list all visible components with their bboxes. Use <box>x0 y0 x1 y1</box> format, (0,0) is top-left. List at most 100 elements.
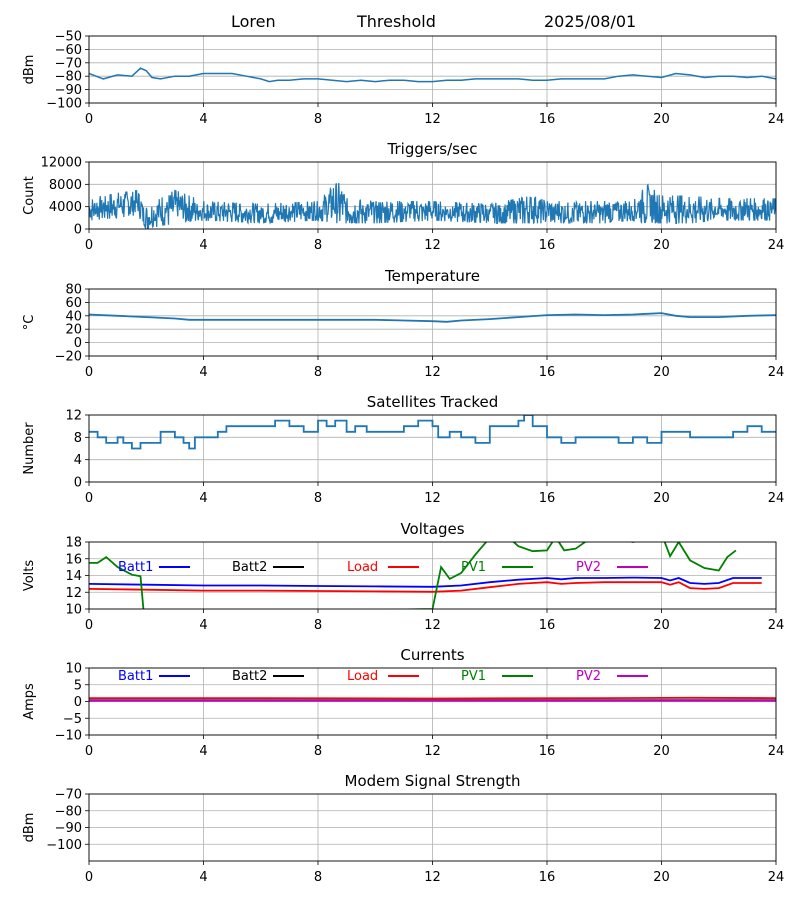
x-tick-label: 4 <box>199 744 207 759</box>
x-tick-label: 16 <box>539 365 556 380</box>
y-axis-label: Amps <box>22 683 37 720</box>
chart-title: Voltages <box>400 520 464 538</box>
y-tick-label: 10 <box>65 662 82 677</box>
x-tick-label: 12 <box>424 618 441 633</box>
y-tick-label: 10 <box>65 603 82 618</box>
y-tick-label: 8 <box>74 431 82 446</box>
y-tick-label: −60 <box>55 43 82 58</box>
y-axis-label: dBm <box>22 55 37 85</box>
y-axis-label: °C <box>22 315 37 331</box>
x-tick-label: 12 <box>424 112 441 127</box>
panel-signal: −100−90−80−70−60−50 0 4 8 12 16 20 24 dBm <box>22 30 784 128</box>
y-tick-label: −80 <box>55 70 82 85</box>
x-tick-label: 16 <box>539 870 556 885</box>
x-tick-label: 20 <box>653 744 670 759</box>
x-tick-label: 24 <box>768 491 785 506</box>
y-axis-label: dBm <box>22 813 37 843</box>
y-tick-label: 8000 <box>49 178 82 193</box>
y-axis-label: Count <box>22 176 37 215</box>
x-tick-label: 4 <box>199 491 207 506</box>
series-satellites <box>89 415 776 450</box>
x-tick-label: 4 <box>199 618 207 633</box>
legend-label-load: Load <box>347 669 378 684</box>
header-date: 2025/08/01 <box>544 12 637 31</box>
axes-frame <box>88 414 777 483</box>
x-tick-label: 24 <box>768 365 785 380</box>
series-pv1 <box>89 542 737 609</box>
panel-modem: −100 −90 −80−70 0 4 8 12 16 20 24 Modem Signal Str… <box>22 772 784 885</box>
axes-frame <box>88 793 777 862</box>
y-tick-label: −70 <box>55 788 82 803</box>
legend-label-pv2: PV2 <box>576 669 601 684</box>
y-tick-label: 4000 <box>49 200 82 215</box>
x-tick-label: 24 <box>768 238 785 253</box>
x-tick-label: 12 <box>424 238 441 253</box>
series-load <box>89 696 776 700</box>
y-tick-label: −70 <box>55 56 82 71</box>
x-tick-label: 0 <box>85 491 93 506</box>
x-tick-label: 24 <box>768 870 785 885</box>
y-tick-label: −80 <box>55 804 82 819</box>
x-tick-label: 4 <box>199 365 207 380</box>
legend-label-batt2: Batt2 <box>232 560 267 575</box>
x-tick-label: 8 <box>314 112 322 127</box>
chart-title: Triggers/sec <box>387 140 478 158</box>
y-tick-label: 14 <box>65 569 82 584</box>
y-tick-label: −10 <box>55 729 82 744</box>
x-tick-label: 16 <box>539 491 556 506</box>
x-tick-label: 12 <box>424 744 441 759</box>
y-tick-label: −20 <box>55 350 82 365</box>
legend-label-batt1: Batt1 <box>118 669 153 684</box>
x-tick-label: 8 <box>314 870 322 885</box>
x-tick-label: 12 <box>424 365 441 380</box>
x-tick-label: 24 <box>768 744 785 759</box>
y-tick-label: −90 <box>55 83 82 98</box>
x-tick-label: 4 <box>199 870 207 885</box>
x-tick-label: 0 <box>85 744 93 759</box>
x-tick-label: 12 <box>424 870 441 885</box>
y-tick-label: 60 <box>65 296 82 311</box>
y-tick-label: 12 <box>65 586 82 601</box>
y-tick-label: 0 <box>74 336 82 351</box>
legend-label-batt1: Batt1 <box>118 560 153 575</box>
y-tick-label: −100 <box>46 97 82 112</box>
legend-label-pv2: PV2 <box>576 560 601 575</box>
y-tick-label: 18 <box>65 536 82 551</box>
legend-label-load: Load <box>347 560 378 575</box>
panel-currents: −10 −5 0 510 0 4 8 12 16 20 24 Currents Amps Batt1 Bat… <box>22 646 784 759</box>
legend-label-pv1: PV1 <box>461 669 486 684</box>
x-tick-label: 0 <box>85 365 93 380</box>
y-axis-label: Volts <box>22 560 37 592</box>
y-tick-label: 0 <box>74 695 82 710</box>
axes-frame <box>88 541 777 610</box>
x-tick-label: 4 <box>199 112 207 127</box>
x-tick-label: 8 <box>314 238 322 253</box>
x-tick-label: 4 <box>199 238 207 253</box>
series-batt1 <box>89 576 762 588</box>
plot-area <box>89 312 776 323</box>
x-tick-label: 20 <box>653 238 670 253</box>
chart-title: Currents <box>400 646 464 664</box>
y-tick-label: 4 <box>74 453 82 468</box>
x-tick-label: 24 <box>768 618 785 633</box>
plot-area <box>89 415 776 450</box>
axes-frame <box>88 35 777 104</box>
series-signal <box>89 67 776 83</box>
x-tick-label: 24 <box>768 112 785 127</box>
axes-frame <box>88 161 777 230</box>
y-tick-label: 80 <box>65 283 82 298</box>
x-tick-label: 8 <box>314 744 322 759</box>
series-load <box>89 581 762 593</box>
x-tick-label: 0 <box>85 238 93 253</box>
panel-triggers: 0 4000 8000 12000 0 4 8 12 16 20 24 Triggers/sec Cou… <box>22 140 784 253</box>
chart-title: Modem Signal Strength <box>345 772 521 790</box>
y-tick-label: 0 <box>74 223 82 238</box>
y-tick-label: 20 <box>65 323 82 338</box>
y-tick-label: 16 <box>65 552 82 567</box>
plot-area <box>89 542 762 609</box>
chart-title: Temperature <box>384 267 480 285</box>
x-tick-label: 0 <box>85 112 93 127</box>
